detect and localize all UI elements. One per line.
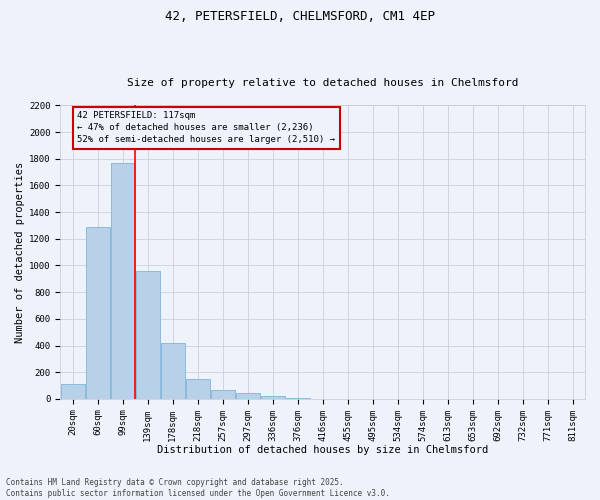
Bar xyxy=(261,396,284,399)
Y-axis label: Number of detached properties: Number of detached properties xyxy=(15,162,25,343)
Bar xyxy=(211,390,235,399)
Text: Contains HM Land Registry data © Crown copyright and database right 2025.
Contai: Contains HM Land Registry data © Crown c… xyxy=(6,478,390,498)
Bar xyxy=(161,343,185,399)
Bar xyxy=(111,163,135,399)
Bar xyxy=(286,398,310,399)
Bar xyxy=(186,379,209,399)
X-axis label: Distribution of detached houses by size in Chelmsford: Distribution of detached houses by size … xyxy=(157,445,488,455)
Text: 42 PETERSFIELD: 117sqm
← 47% of detached houses are smaller (2,236)
52% of semi-: 42 PETERSFIELD: 117sqm ← 47% of detached… xyxy=(77,112,335,144)
Bar xyxy=(136,271,160,399)
Bar xyxy=(236,393,260,399)
Bar xyxy=(86,227,110,399)
Title: Size of property relative to detached houses in Chelmsford: Size of property relative to detached ho… xyxy=(127,78,518,88)
Bar xyxy=(61,384,85,399)
Text: 42, PETERSFIELD, CHELMSFORD, CM1 4EP: 42, PETERSFIELD, CHELMSFORD, CM1 4EP xyxy=(165,10,435,23)
